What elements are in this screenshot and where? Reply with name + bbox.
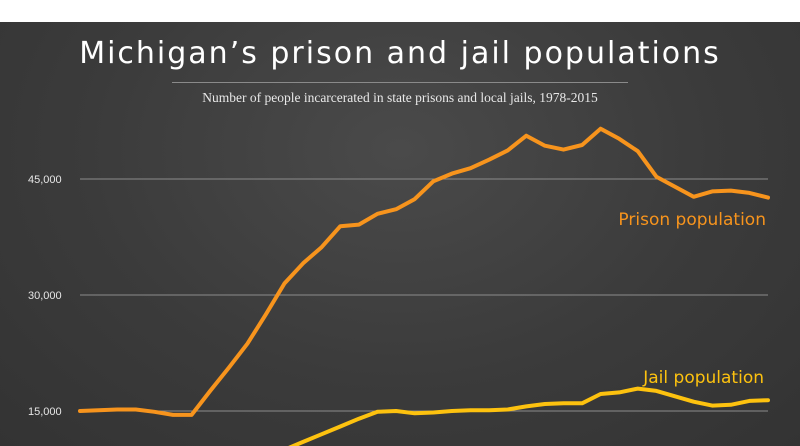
- chart-plot: 15,000 30,000 45,000 Prison population Jail…: [28, 126, 770, 446]
- y-tick-label: 30,000: [28, 290, 62, 302]
- chart-panel: 15,000 30,000 45,000 Prison population Jail…: [0, 22, 800, 446]
- y-tick-label: 45,000: [28, 174, 62, 186]
- jail-series-line: [288, 386, 770, 446]
- prison-series-line: [78, 126, 770, 417]
- y-tick-label: 15,000: [28, 406, 62, 418]
- prison-series-label: Prison population: [618, 210, 766, 230]
- chart-subtitle: Number of people incarcerated in state p…: [202, 90, 598, 105]
- title-divider: [172, 82, 628, 83]
- jail-series-label: Jail population: [642, 368, 764, 388]
- chart-title: Michigan’s prison and jail populations: [79, 36, 721, 71]
